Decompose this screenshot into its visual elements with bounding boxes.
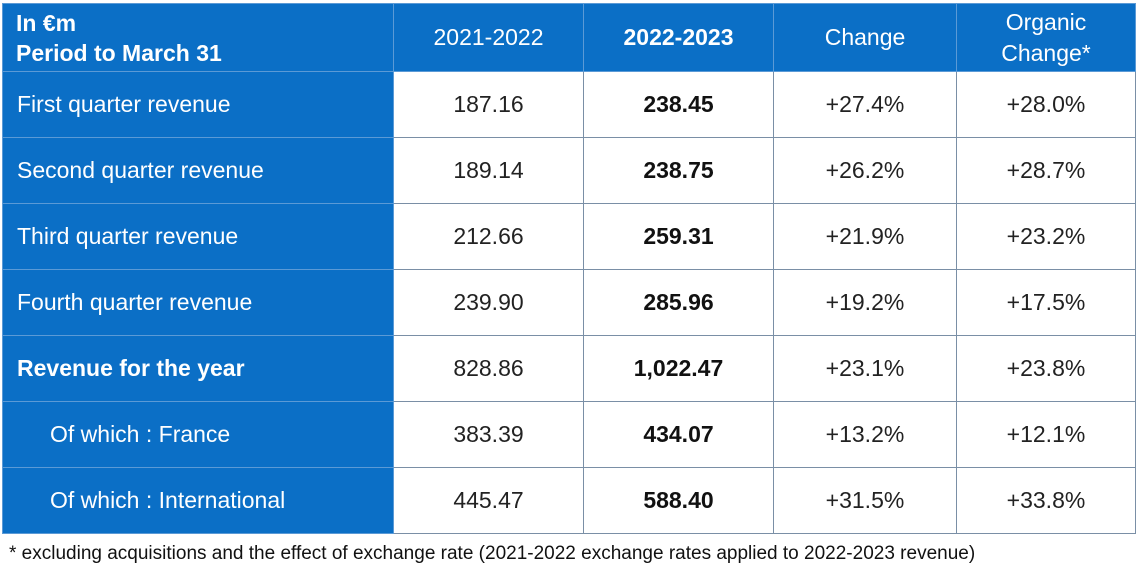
- table-row: Of which : France 383.39 434.07 +13.2% +…: [2, 401, 1136, 468]
- cell-curr: 1,022.47: [583, 335, 774, 402]
- table-row: Of which : International 445.47 588.40 +…: [2, 467, 1136, 534]
- cell-prev: 239.90: [393, 269, 584, 336]
- cell-curr: 588.40: [583, 467, 774, 534]
- cell-curr: 434.07: [583, 401, 774, 468]
- row-label: Revenue for the year: [2, 335, 394, 402]
- cell-change: +27.4%: [773, 71, 957, 138]
- header-organic-change: Organic Change*: [956, 3, 1136, 72]
- cell-prev: 383.39: [393, 401, 584, 468]
- header-label-cell: In €m Period to March 31: [2, 3, 394, 72]
- cell-change: +13.2%: [773, 401, 957, 468]
- cell-change: +23.1%: [773, 335, 957, 402]
- header-change: Change: [773, 3, 957, 72]
- cell-prev: 189.14: [393, 137, 584, 204]
- cell-organic: +23.8%: [956, 335, 1136, 402]
- header-prev-year: 2021-2022: [393, 3, 584, 72]
- row-label: Second quarter revenue: [2, 137, 394, 204]
- cell-curr: 238.45: [583, 71, 774, 138]
- table-row: Third quarter revenue 212.66 259.31 +21.…: [2, 203, 1136, 270]
- cell-curr: 259.31: [583, 203, 774, 270]
- row-label: Of which : International: [2, 467, 394, 534]
- cell-prev: 828.86: [393, 335, 584, 402]
- header-period: Period to March 31: [16, 39, 222, 66]
- footnote: * excluding acquisitions and the effect …: [9, 543, 976, 564]
- header-organic-line1: Organic: [1005, 8, 1087, 35]
- cell-curr: 238.75: [583, 137, 774, 204]
- cell-prev: 445.47: [393, 467, 584, 534]
- cell-organic: +12.1%: [956, 401, 1136, 468]
- revenue-table: In €m Period to March 31 2021-2022 2022-…: [2, 3, 1136, 534]
- cell-change: +26.2%: [773, 137, 957, 204]
- header-unit: In €m: [16, 9, 77, 36]
- table-row: First quarter revenue 187.16 238.45 +27.…: [2, 71, 1136, 138]
- header-curr-year: 2022-2023: [583, 3, 774, 72]
- row-label: Fourth quarter revenue: [2, 269, 394, 336]
- table-header-row: In €m Period to March 31 2021-2022 2022-…: [2, 3, 1136, 72]
- cell-organic: +23.2%: [956, 203, 1136, 270]
- cell-change: +31.5%: [773, 467, 957, 534]
- cell-change: +21.9%: [773, 203, 957, 270]
- revenue-table-container: In €m Period to March 31 2021-2022 2022-…: [2, 3, 1136, 534]
- table-row-total: Revenue for the year 828.86 1,022.47 +23…: [2, 335, 1136, 402]
- row-label: First quarter revenue: [2, 71, 394, 138]
- header-organic-line2: Change*: [1001, 39, 1091, 66]
- cell-organic: +33.8%: [956, 467, 1136, 534]
- cell-prev: 187.16: [393, 71, 584, 138]
- cell-prev: 212.66: [393, 203, 584, 270]
- row-label: Of which : France: [2, 401, 394, 468]
- table-row: Second quarter revenue 189.14 238.75 +26…: [2, 137, 1136, 204]
- table-row: Fourth quarter revenue 239.90 285.96 +19…: [2, 269, 1136, 336]
- cell-curr: 285.96: [583, 269, 774, 336]
- cell-organic: +17.5%: [956, 269, 1136, 336]
- cell-change: +19.2%: [773, 269, 957, 336]
- cell-organic: +28.7%: [956, 137, 1136, 204]
- cell-organic: +28.0%: [956, 71, 1136, 138]
- row-label: Third quarter revenue: [2, 203, 394, 270]
